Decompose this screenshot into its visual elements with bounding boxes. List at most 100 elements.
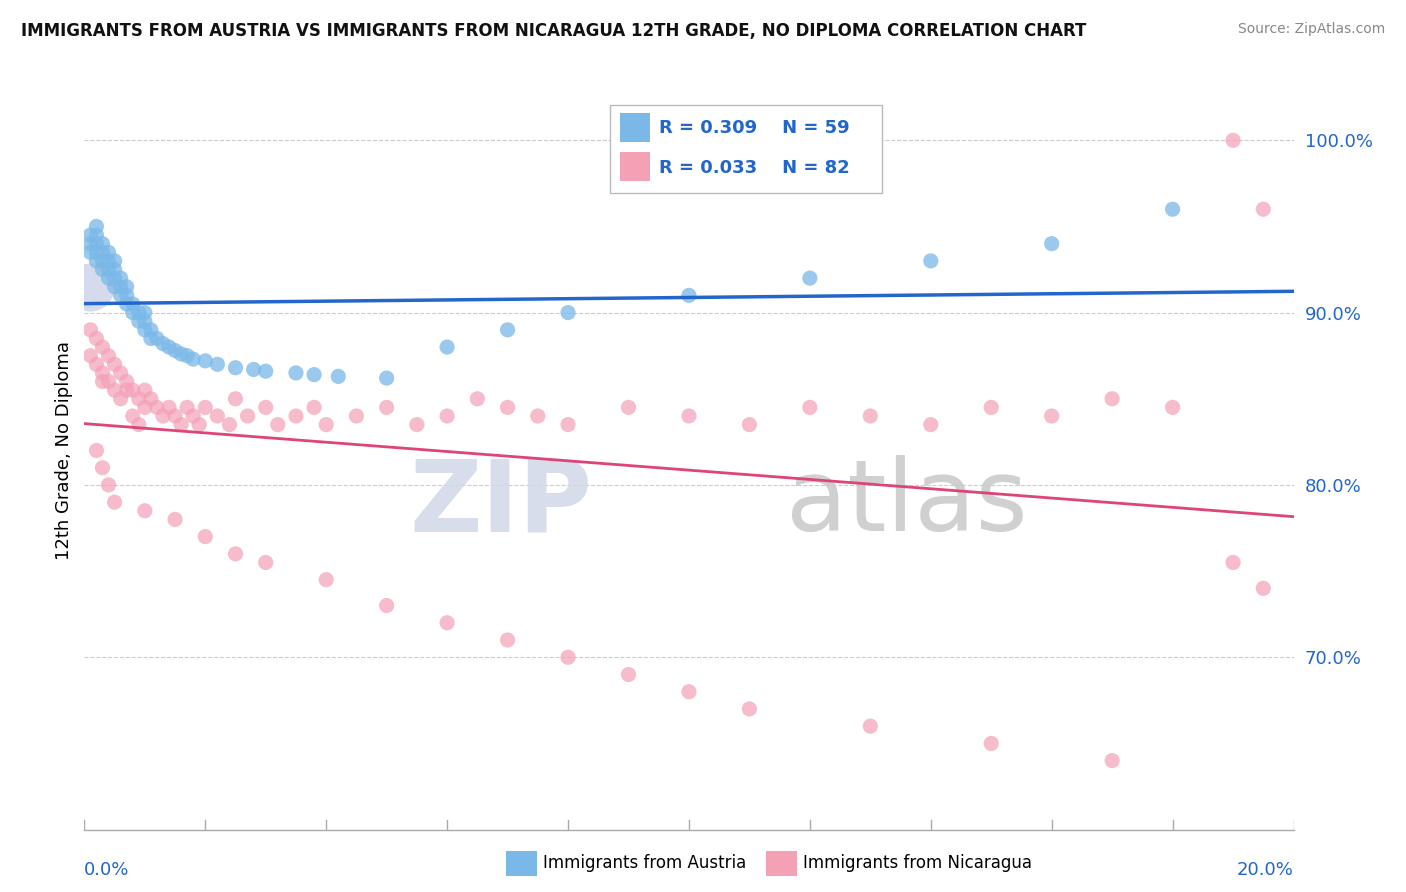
Point: [436, 340, 458, 354]
Point: [115, 288, 138, 302]
Point: [406, 417, 429, 432]
Point: [104, 279, 127, 293]
Point: [1040, 236, 1063, 251]
Point: [134, 383, 156, 397]
Point: [436, 615, 458, 630]
Point: [97, 271, 120, 285]
Point: [980, 401, 1002, 415]
Point: [115, 297, 138, 311]
Text: Source: ZipAtlas.com: Source: ZipAtlas.com: [1237, 22, 1385, 37]
Point: [97, 245, 120, 260]
Point: [139, 392, 162, 406]
Text: Immigrants from Austria: Immigrants from Austria: [543, 855, 747, 872]
Point: [134, 504, 156, 518]
Point: [157, 340, 180, 354]
Point: [170, 417, 193, 432]
Point: [467, 392, 489, 406]
Point: [91, 366, 114, 380]
Point: [165, 343, 187, 358]
Text: atlas: atlas: [786, 455, 1028, 552]
Point: [128, 314, 150, 328]
Point: [121, 409, 143, 423]
Point: [980, 736, 1002, 750]
Point: [157, 401, 180, 415]
Point: [115, 383, 138, 397]
Point: [375, 599, 398, 613]
Point: [1222, 556, 1244, 570]
Y-axis label: 12th Grade, No Diploma: 12th Grade, No Diploma: [55, 341, 73, 560]
Point: [146, 401, 169, 415]
Point: [134, 323, 156, 337]
Point: [97, 478, 120, 492]
Point: [1101, 392, 1123, 406]
Point: [86, 219, 108, 234]
Point: [91, 375, 114, 389]
Point: [859, 409, 882, 423]
Point: [86, 357, 108, 371]
Point: [225, 392, 247, 406]
Text: R = 0.309    N = 59: R = 0.309 N = 59: [659, 120, 849, 137]
Point: [110, 271, 132, 285]
Point: [557, 650, 579, 665]
Point: [176, 349, 198, 363]
Point: [134, 314, 156, 328]
Point: [1040, 409, 1063, 423]
Point: [91, 340, 114, 354]
Point: [91, 245, 114, 260]
Point: [920, 417, 942, 432]
Point: [225, 360, 247, 375]
Text: 20.0%: 20.0%: [1237, 861, 1294, 879]
Point: [194, 530, 217, 544]
Point: [115, 279, 138, 293]
Point: [128, 392, 150, 406]
Point: [315, 573, 337, 587]
Point: [91, 236, 114, 251]
Point: [315, 417, 337, 432]
Point: [134, 305, 156, 319]
FancyBboxPatch shape: [610, 105, 883, 193]
Point: [134, 401, 156, 415]
Point: [254, 401, 277, 415]
Point: [678, 684, 700, 698]
Point: [267, 417, 290, 432]
Point: [170, 347, 193, 361]
Point: [799, 271, 821, 285]
Point: [110, 279, 132, 293]
Point: [91, 262, 114, 277]
Point: [79, 349, 101, 363]
Point: [225, 547, 247, 561]
Bar: [620, 153, 650, 181]
Point: [194, 354, 217, 368]
Point: [302, 368, 325, 382]
Point: [86, 228, 108, 243]
Point: [285, 409, 308, 423]
Point: [104, 254, 127, 268]
Point: [436, 409, 458, 423]
Point: [1101, 754, 1123, 768]
Point: [79, 245, 101, 260]
Point: [557, 305, 579, 319]
Point: [97, 254, 120, 268]
Point: [859, 719, 882, 733]
Point: [128, 417, 150, 432]
Point: [104, 495, 127, 509]
Point: [91, 254, 114, 268]
Point: [496, 323, 519, 337]
Point: [242, 362, 264, 376]
Point: [152, 409, 174, 423]
Point: [110, 366, 132, 380]
Point: [617, 667, 640, 681]
Point: [115, 375, 138, 389]
Point: [285, 366, 308, 380]
Point: [375, 401, 398, 415]
Point: [236, 409, 259, 423]
Point: [128, 305, 150, 319]
Point: [152, 336, 174, 351]
Point: [496, 633, 519, 648]
Point: [165, 512, 187, 526]
Point: [79, 279, 101, 293]
Point: [79, 323, 101, 337]
Text: Immigrants from Nicaragua: Immigrants from Nicaragua: [803, 855, 1032, 872]
Point: [1161, 401, 1184, 415]
Point: [1253, 582, 1275, 596]
